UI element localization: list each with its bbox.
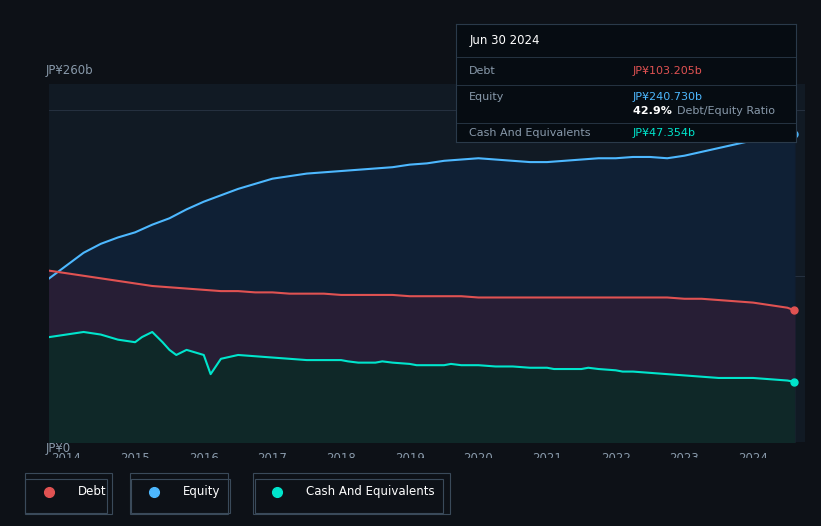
Text: JP¥47.354b: JP¥47.354b: [633, 127, 696, 138]
Text: JP¥260b: JP¥260b: [45, 64, 93, 77]
Text: JP¥240.730b: JP¥240.730b: [633, 92, 703, 102]
Text: Debt/Equity Ratio: Debt/Equity Ratio: [677, 106, 775, 116]
Text: JP¥103.205b: JP¥103.205b: [633, 66, 703, 76]
Text: Jun 30 2024: Jun 30 2024: [470, 34, 539, 47]
Text: Debt: Debt: [470, 66, 496, 76]
Text: JP¥0: JP¥0: [45, 442, 71, 455]
Text: 42.9%: 42.9%: [633, 106, 676, 116]
Text: Cash And Equivalents: Cash And Equivalents: [470, 127, 591, 138]
Text: Debt: Debt: [78, 485, 107, 498]
Text: Equity: Equity: [470, 92, 505, 102]
Text: Cash And Equivalents: Cash And Equivalents: [306, 485, 435, 498]
Text: Equity: Equity: [183, 485, 221, 498]
